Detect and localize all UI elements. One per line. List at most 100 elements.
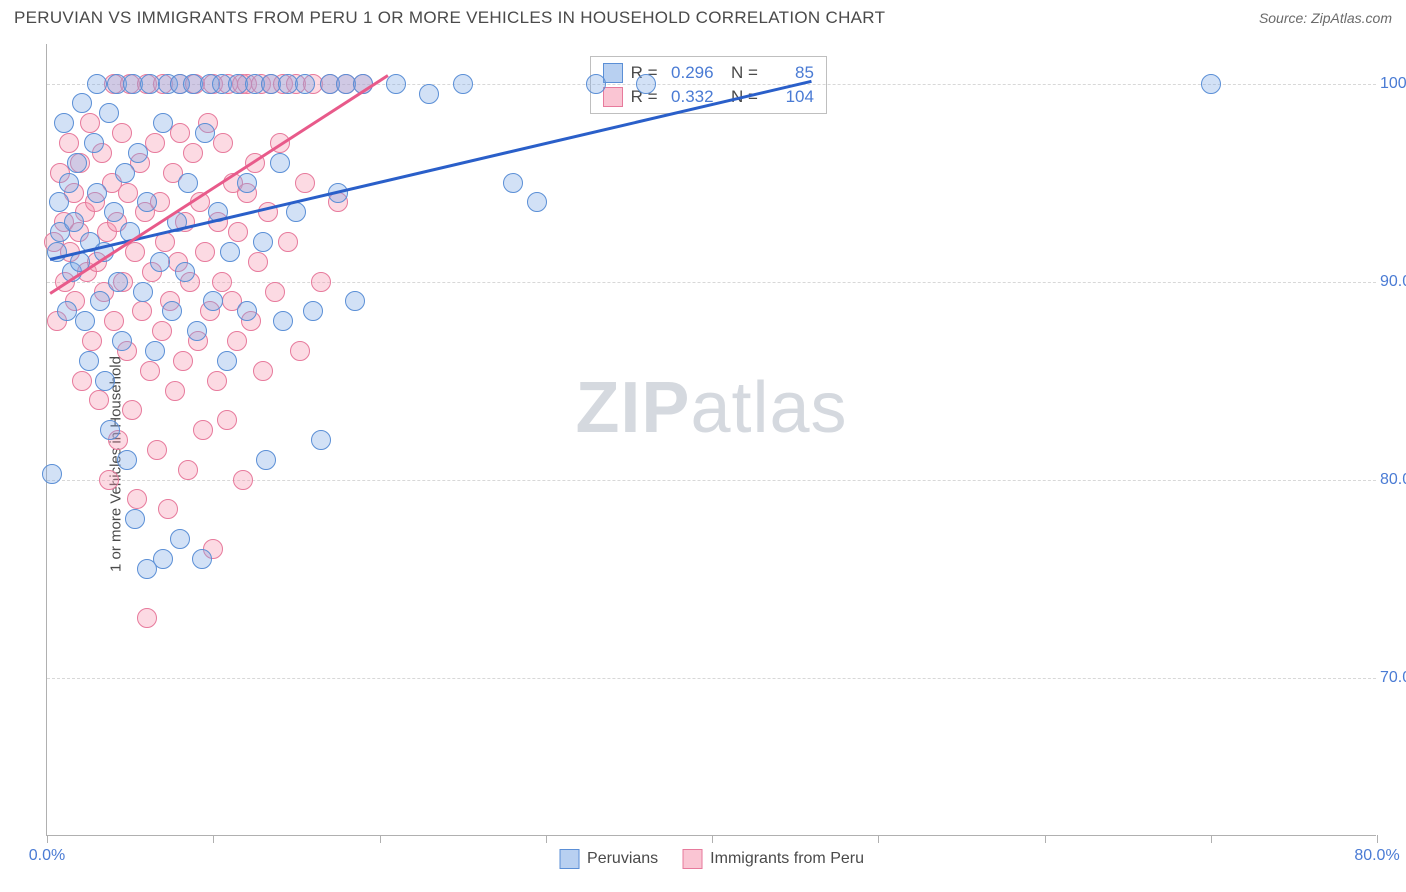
- chart-legend: Peruvians Immigrants from Peru: [559, 849, 864, 869]
- scatter-point: [127, 489, 147, 509]
- scatter-point: [125, 242, 145, 262]
- scatter-point: [195, 242, 215, 262]
- legend-item: Peruvians: [559, 849, 658, 869]
- chart-container: 1 or more Vehicles in Household ZIPatlas…: [0, 36, 1406, 892]
- scatter-point: [133, 282, 153, 302]
- scatter-point: [158, 499, 178, 519]
- scatter-point: [192, 549, 212, 569]
- source-attribution: Source: ZipAtlas.com: [1259, 10, 1392, 26]
- watermark-atlas: atlas: [690, 368, 847, 448]
- scatter-point: [193, 420, 213, 440]
- scatter-point: [84, 133, 104, 153]
- scatter-point: [636, 74, 656, 94]
- legend-swatch-icon: [603, 87, 623, 107]
- scatter-point: [586, 74, 606, 94]
- x-tick: [213, 835, 214, 843]
- scatter-point: [527, 192, 547, 212]
- scatter-point: [145, 341, 165, 361]
- scatter-point: [278, 232, 298, 252]
- scatter-point: [195, 123, 215, 143]
- scatter-point: [237, 301, 257, 321]
- scatter-point: [290, 341, 310, 361]
- scatter-point: [95, 371, 115, 391]
- scatter-point: [228, 222, 248, 242]
- scatter-point: [75, 311, 95, 331]
- scatter-point: [117, 450, 137, 470]
- scatter-point: [295, 74, 315, 94]
- scatter-point: [49, 192, 69, 212]
- scatter-point: [213, 133, 233, 153]
- x-tick-label: 0.0%: [29, 847, 65, 865]
- gridline-horizontal: [47, 282, 1376, 283]
- scatter-point: [64, 212, 84, 232]
- scatter-point: [183, 143, 203, 163]
- scatter-point: [100, 420, 120, 440]
- x-tick: [712, 835, 713, 843]
- plot-area: ZIPatlas R =0.296 N =85R =0.332 N =104 P…: [46, 44, 1376, 836]
- y-tick-label: 90.0%: [1380, 273, 1406, 291]
- chart-title: PERUVIAN VS IMMIGRANTS FROM PERU 1 OR MO…: [14, 8, 885, 28]
- scatter-point: [122, 400, 142, 420]
- stats-n-label: N =: [722, 63, 758, 83]
- scatter-point: [137, 608, 157, 628]
- scatter-point: [311, 430, 331, 450]
- x-tick: [878, 835, 879, 843]
- scatter-point: [112, 331, 132, 351]
- scatter-point: [253, 232, 273, 252]
- scatter-point: [1201, 74, 1221, 94]
- scatter-point: [178, 173, 198, 193]
- scatter-point: [57, 301, 77, 321]
- x-tick: [1211, 835, 1212, 843]
- scatter-point: [248, 252, 268, 272]
- y-tick-label: 80.0%: [1380, 471, 1406, 489]
- scatter-point: [42, 464, 62, 484]
- watermark-zip: ZIP: [575, 368, 690, 448]
- watermark: ZIPatlas: [575, 367, 847, 449]
- scatter-point: [108, 272, 128, 292]
- legend-item: Immigrants from Peru: [682, 849, 864, 869]
- scatter-point: [128, 143, 148, 163]
- scatter-point: [227, 331, 247, 351]
- scatter-point: [217, 410, 237, 430]
- scatter-point: [303, 301, 323, 321]
- scatter-point: [104, 202, 124, 222]
- scatter-point: [187, 321, 207, 341]
- scatter-point: [295, 173, 315, 193]
- scatter-point: [87, 183, 107, 203]
- scatter-point: [170, 529, 190, 549]
- legend-label: Immigrants from Peru: [710, 850, 864, 868]
- scatter-point: [170, 123, 190, 143]
- scatter-point: [270, 153, 290, 173]
- x-tick: [1045, 835, 1046, 843]
- scatter-point: [125, 509, 145, 529]
- scatter-point: [233, 470, 253, 490]
- scatter-point: [89, 390, 109, 410]
- scatter-point: [153, 113, 173, 133]
- scatter-point: [217, 351, 237, 371]
- x-tick: [380, 835, 381, 843]
- scatter-point: [79, 351, 99, 371]
- scatter-point: [165, 381, 185, 401]
- scatter-point: [286, 202, 306, 222]
- scatter-point: [99, 470, 119, 490]
- scatter-point: [253, 361, 273, 381]
- scatter-point: [115, 163, 135, 183]
- scatter-point: [72, 93, 92, 113]
- scatter-point: [212, 272, 232, 292]
- scatter-point: [203, 291, 223, 311]
- x-tick: [1377, 835, 1378, 843]
- scatter-point: [72, 371, 92, 391]
- legend-swatch-icon: [682, 849, 702, 869]
- scatter-point: [345, 291, 365, 311]
- scatter-point: [453, 74, 473, 94]
- scatter-point: [311, 272, 331, 292]
- scatter-point: [162, 301, 182, 321]
- legend-label: Peruvians: [587, 850, 658, 868]
- scatter-point: [175, 262, 195, 282]
- scatter-point: [54, 113, 74, 133]
- scatter-point: [59, 133, 79, 153]
- scatter-point: [386, 74, 406, 94]
- scatter-point: [137, 192, 157, 212]
- scatter-point: [153, 549, 173, 569]
- scatter-point: [147, 440, 167, 460]
